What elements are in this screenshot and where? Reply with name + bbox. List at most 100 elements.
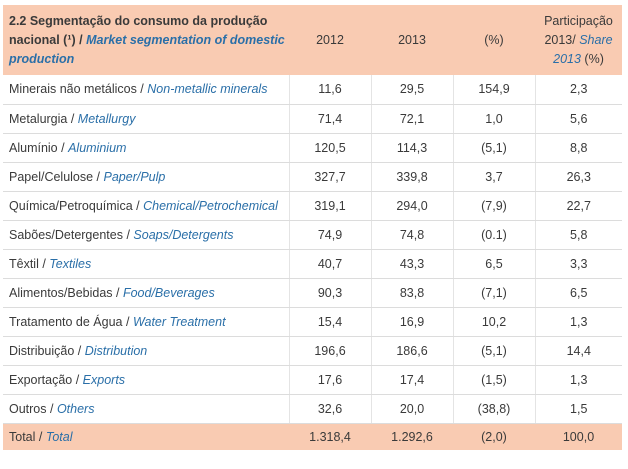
table-row: Alumínio / Aluminium 120,5 114,3 (5,1) 8,8 [3, 133, 622, 163]
table-container: 2.2 Segmentação do consumo da produção n… [3, 5, 622, 450]
total-2012: 1.318,4 [309, 429, 351, 444]
cell-pct: (38,8) [452, 394, 535, 424]
cell-2013: 74,8 [370, 220, 453, 250]
table-row: Outros / Others 32,6 20,0 (38,8) 1,5 [3, 394, 622, 424]
row-label-pt: Alimentos/Bebidas / [9, 285, 120, 300]
cell-2013: 17,4 [370, 365, 453, 395]
row-label-pt: Alumínio / [9, 140, 65, 155]
row-label: Papel/Celulose / Paper/Pulp [3, 162, 289, 192]
cell-share: 1,5 [534, 394, 622, 424]
header-share-en: Share 2013 [553, 32, 613, 66]
row-label-en: Soaps/Detergents [133, 227, 234, 242]
cell-share: 5,6 [534, 104, 622, 134]
header-share-pt: Participação 2013/ [544, 13, 613, 47]
cell-2012: 40,7 [288, 249, 371, 279]
row-label: Química/Petroquímica / Chemical/Petroche… [3, 191, 289, 221]
cell-pct: (7,9) [452, 191, 535, 221]
cell-2013: 72,1 [370, 104, 453, 134]
cell-2012: 327,7 [288, 162, 371, 192]
row-label-pt: Química/Petroquímica / [9, 198, 140, 213]
row-label: Metalurgia / Metallurgy [3, 104, 289, 134]
cell-2012: 17,6 [288, 365, 371, 395]
row-label-en: Exports [82, 372, 126, 387]
row-label-en: Others [56, 401, 95, 416]
row-label: Alimentos/Bebidas / Food/Beverages [3, 278, 289, 308]
header-title-en: Market segmentation of domestic producti… [9, 32, 285, 66]
row-label: Sabões/Detergentes / Soaps/Detergents [3, 220, 289, 250]
header-title-pt: 2.2 Segmentação do consumo da produção n… [9, 13, 268, 47]
cell-2012: 71,4 [288, 104, 371, 134]
cell-pct: 10,2 [452, 307, 535, 337]
header-2013: 2013 [398, 32, 426, 47]
cell-2013: 29,5 [370, 75, 453, 105]
row-label-en: Textiles [49, 256, 92, 271]
cell-2012: 11,6 [288, 75, 371, 105]
cell-pct: 1,0 [452, 104, 535, 134]
cell-pct: 154,9 [452, 75, 535, 105]
row-label: Distribuição / Distribution [3, 336, 289, 366]
cell-share: 8,8 [534, 133, 622, 163]
table-row: Sabões/Detergentes / Soaps/Detergents 74,… [3, 220, 622, 250]
row-label-en: Paper/Pulp [103, 169, 166, 184]
row-label-en: Metallurgy [77, 111, 136, 126]
cell-share: 5,8 [534, 220, 622, 250]
header-title: 2.2 Segmentação do consumo da produção n… [3, 5, 289, 75]
cell-share: 14,4 [534, 336, 622, 366]
row-label-en: Food/Beverages [122, 285, 215, 300]
row-label: Alumínio / Aluminium [3, 133, 289, 163]
cell-share: 6,5 [534, 278, 622, 308]
row-label-pt: Exportação / [9, 372, 80, 387]
cell-share: 1,3 [534, 307, 622, 337]
table-row: Papel/Celulose / Paper/Pulp 327,7 339,8 3,7… [3, 162, 622, 192]
cell-2013: 339,8 [370, 162, 453, 192]
row-label-pt: Tratamento de Água / [9, 314, 130, 329]
row-label-pt: Distribuição / [9, 343, 82, 358]
table-row: Tratamento de Água / Water Treatment 15,4… [3, 307, 622, 337]
table-row: Exportação / Exports 17,6 17,4 (1,5) 1,3 [3, 365, 622, 395]
row-label: Tratamento de Água / Water Treatment [3, 307, 289, 337]
row-label-en: Chemical/Petrochemical [143, 198, 278, 213]
table-row: Química/Petroquímica / Chemical/Petroche… [3, 191, 622, 221]
total-label: Total / Total [3, 423, 289, 450]
cell-2013: 114,3 [370, 133, 453, 163]
cell-share: 2,3 [534, 75, 622, 105]
row-label: Exportação / Exports [3, 365, 289, 395]
cell-pct: (5,1) [452, 133, 535, 163]
cell-2013: 83,8 [370, 278, 453, 308]
row-label: Outros / Others [3, 394, 289, 424]
table-row: Distribuição / Distribution 196,6 186,6 (5,… [3, 336, 622, 366]
row-label-en: Aluminium [68, 140, 127, 155]
row-label: Têxtil / Textiles [3, 249, 289, 279]
header-share: Participação 2013/ Share 2013 (%) [535, 5, 622, 75]
cell-2013: 186,6 [370, 336, 453, 366]
cell-pct: (1,5) [452, 365, 535, 395]
cell-pct: (7,1) [452, 278, 535, 308]
table-row: Metalurgia / Metallurgy 71,4 72,1 1,0 5,6 [3, 104, 622, 134]
table-row: Minerais não metálicos / Non-metallic mi… [3, 75, 622, 105]
row-label-en: Water Treatment [132, 314, 226, 329]
cell-2012: 74,9 [288, 220, 371, 250]
row-label-pt: Têxtil / [9, 256, 46, 271]
cell-2013: 20,0 [370, 394, 453, 424]
cell-share: 3,3 [534, 249, 622, 279]
cell-pct: 6,5 [452, 249, 535, 279]
row-label-pt: Outros / [9, 401, 54, 416]
cell-2013: 294,0 [370, 191, 453, 221]
row-label-en: Non-metallic minerals [147, 82, 268, 97]
cell-2012: 32,6 [288, 394, 371, 424]
cell-pct: (5,1) [452, 336, 535, 366]
row-label-pt: Minerais não metálicos / [9, 82, 144, 97]
total-pct: (2,0) [481, 429, 507, 444]
cell-share: 26,3 [534, 162, 622, 192]
table-row: Têxtil / Textiles 40,7 43,3 6,5 3,3 [3, 249, 622, 279]
total-label-pt: Total / [9, 429, 43, 444]
cell-2012: 319,1 [288, 191, 371, 221]
cell-pct: (0.1) [452, 220, 535, 250]
cell-share: 1,3 [534, 365, 622, 395]
total-label-en: Total [45, 429, 73, 444]
cell-2012: 120,5 [288, 133, 371, 163]
cell-2012: 15,4 [288, 307, 371, 337]
header-2012: 2012 [316, 32, 344, 47]
row-label-pt: Papel/Celulose / [9, 169, 101, 184]
row-label-en: Distribution [84, 343, 148, 358]
